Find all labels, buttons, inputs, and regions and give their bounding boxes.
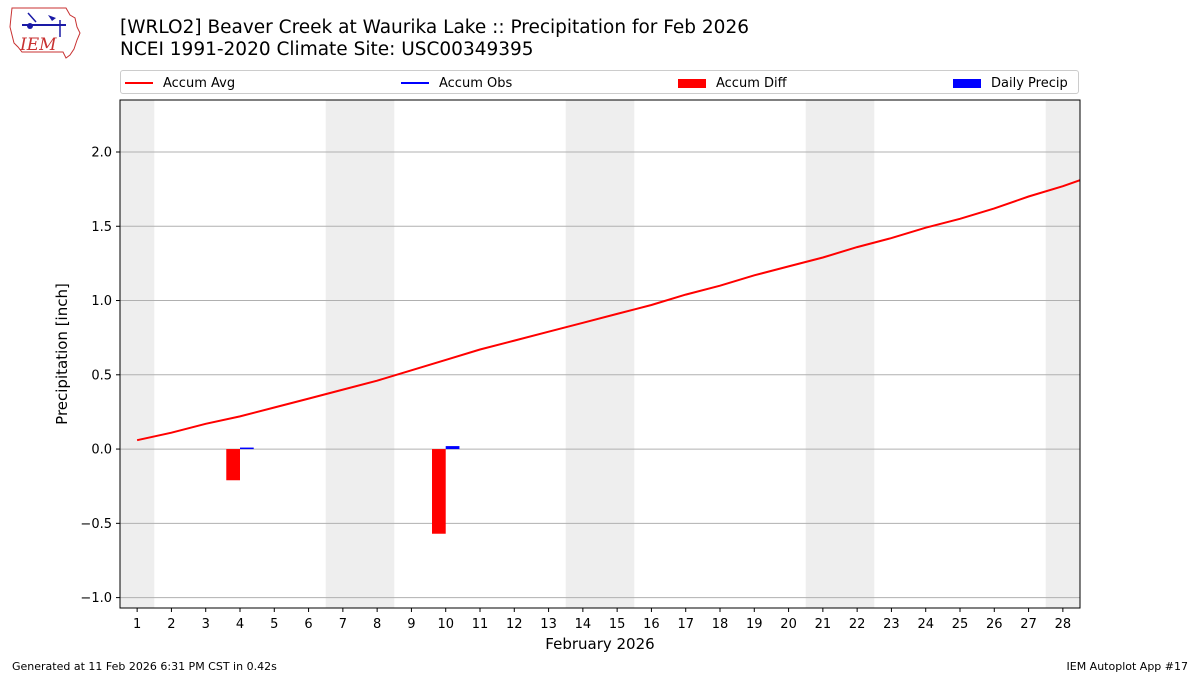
y-axis-label: Precipitation [inch]	[53, 283, 71, 425]
chart-title: [WRLO2] Beaver Creek at Waurika Lake :: …	[120, 17, 749, 38]
x-tick-label: 17	[677, 617, 694, 632]
legend-item-accum-obs: Accum Obs	[401, 74, 512, 92]
x-axis-label: February 2026	[545, 635, 654, 653]
weekend-shade	[325, 100, 360, 608]
chart-subtitle: NCEI 1991-2020 Climate Site: USC00349395	[120, 39, 534, 60]
accum-avg-line	[136, 179, 1081, 442]
y-tick-label: 0.0	[91, 443, 112, 458]
x-tick-label: 27	[1020, 617, 1037, 632]
legend-swatch-accum-diff	[678, 78, 706, 88]
chart-legend: Accum Avg Accum Obs Accum Diff Daily Pre…	[120, 70, 1079, 94]
x-tick-label: 21	[815, 617, 832, 632]
y-tick-label: 0.5	[91, 368, 112, 383]
legend-swatch-accum-avg	[125, 82, 153, 84]
x-tick-label: 26	[986, 617, 1003, 632]
x-tick-label: 8	[373, 617, 381, 632]
x-tick-label: 5	[270, 617, 278, 632]
iem-logo: IEM	[8, 5, 82, 59]
x-tick-label: 11	[472, 617, 489, 632]
x-tick-label: 9	[407, 617, 415, 632]
legend-label-accum-diff: Accum Diff	[716, 75, 787, 91]
accum-obs-line	[137, 445, 446, 450]
weekend-shade	[120, 100, 155, 608]
legend-swatch-daily-precip	[953, 78, 981, 88]
x-tick-label: 12	[506, 617, 523, 632]
y-tick-label: 1.5	[91, 220, 112, 235]
y-tick-label: −0.5	[80, 517, 112, 532]
y-tick-label: −1.0	[80, 591, 112, 606]
legend-item-accum-diff: Accum Diff	[678, 74, 787, 92]
weekend-shade	[600, 100, 635, 608]
x-tick-label: 6	[304, 617, 312, 632]
x-tick-label: 20	[780, 617, 797, 632]
x-tick-label: 28	[1055, 617, 1072, 632]
logo-text: IEM	[19, 35, 57, 55]
x-tick-label: 14	[575, 617, 592, 632]
plot-frame	[119, 99, 1081, 609]
x-tick-label: 19	[746, 617, 763, 632]
legend-label-daily-precip: Daily Precip	[991, 75, 1068, 91]
weekend-shade	[565, 100, 600, 608]
y-tick-label: 2.0	[91, 145, 112, 160]
x-tick-label: 22	[849, 617, 866, 632]
accum-diff-bar	[432, 449, 446, 534]
x-tick-label: 4	[236, 617, 244, 632]
x-tick-label: 25	[952, 617, 969, 632]
y-tick-label: 1.0	[91, 294, 112, 309]
legend-label-accum-obs: Accum Obs	[439, 75, 513, 91]
weekend-shade	[360, 100, 395, 608]
x-tick-label: 3	[202, 617, 210, 632]
weekend-shade	[805, 100, 840, 608]
x-tick-label: 10	[437, 617, 454, 632]
x-tick-label: 7	[339, 617, 347, 632]
x-tick-label: 15	[609, 617, 626, 632]
x-tick-label: 18	[712, 617, 729, 632]
app-footer: IEM Autoplot App #17	[1066, 660, 1189, 673]
x-tick-label: 13	[540, 617, 557, 632]
legend-item-accum-avg: Accum Avg	[125, 74, 235, 92]
legend-item-daily-precip: Daily Precip	[953, 74, 1068, 92]
x-tick-label: 23	[883, 617, 900, 632]
legend-swatch-accum-obs	[401, 82, 429, 84]
legend-label-accum-avg: Accum Avg	[163, 75, 236, 91]
x-tick-label: 24	[917, 617, 934, 632]
x-tick-label: 1	[133, 617, 141, 632]
generated-footer: Generated at 11 Feb 2026 6:31 PM CST in …	[12, 660, 277, 673]
x-tick-label: 2	[167, 617, 175, 632]
daily-precip-bar	[445, 446, 460, 450]
accum-diff-bar	[226, 449, 240, 481]
daily-precip-bar	[240, 447, 254, 450]
x-tick-label: 16	[643, 617, 660, 632]
weekend-shade	[1045, 100, 1080, 608]
weekend-shade	[840, 100, 875, 608]
